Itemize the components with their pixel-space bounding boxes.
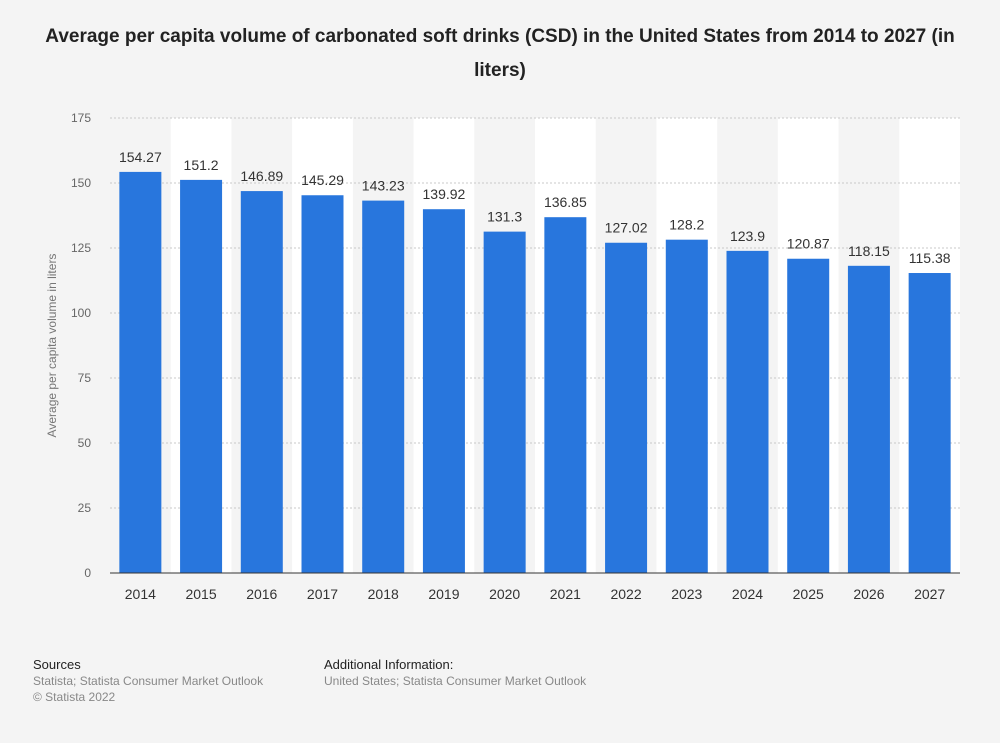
data-label-2014: 154.27 (119, 149, 162, 165)
copyright-line: © Statista 2022 (33, 690, 116, 704)
bar-2025[interactable] (787, 258, 830, 573)
bar-2014[interactable] (119, 171, 162, 573)
chart-title: Average per capita volume of carbonated … (45, 26, 955, 81)
sources-block: Sources Statista; Statista Consumer Mark… (33, 657, 263, 705)
y-tick-label: 175 (71, 111, 91, 125)
additional-info-block: Additional Information: United States; S… (324, 657, 586, 689)
bar-2024[interactable] (726, 250, 769, 574)
bar-chart: 154.27 151.2 146.89 145.29 143.23 139.92 131.3… (45, 111, 960, 602)
data-label-2025: 120.87 (787, 236, 830, 252)
data-label-2019: 139.92 (423, 186, 466, 202)
y-tick-label: 100 (71, 306, 91, 320)
y-tick-label: 150 (71, 176, 91, 190)
bar-2019[interactable] (422, 209, 465, 573)
y-tick-label: 25 (78, 501, 92, 515)
bars (119, 171, 951, 574)
data-label-2020: 131.3 (487, 209, 522, 225)
x-axis-ticks: 2014 2015 2016 2017 2018 2019 2020 2021 2022 2023… (125, 586, 946, 602)
y-axis-ticks: 0 25 50 75 100 125 150 175 (71, 111, 91, 580)
data-label-2024: 123.9 (730, 228, 765, 244)
bar-2015[interactable] (180, 179, 223, 573)
x-tick-label-2022: 2022 (610, 586, 641, 602)
x-tick-label-2020: 2020 (489, 586, 520, 602)
y-tick-label: 50 (78, 436, 92, 450)
bar-2018[interactable] (362, 200, 405, 574)
x-tick-label-2021: 2021 (550, 586, 581, 602)
bar-2021[interactable] (544, 217, 587, 573)
x-tick-label-2014: 2014 (125, 586, 156, 602)
bar-2020[interactable] (483, 231, 526, 573)
data-label-2026: 118.15 (848, 243, 890, 259)
bar-2026[interactable] (847, 265, 890, 573)
bar-2016[interactable] (240, 191, 283, 573)
bar-2017[interactable] (301, 195, 344, 573)
bar-2027[interactable] (908, 273, 951, 573)
sources-heading: Sources (33, 657, 81, 672)
x-tick-label-2017: 2017 (307, 586, 338, 602)
additional-info-line: United States; Statista Consumer Market … (324, 674, 587, 688)
data-label-2018: 143.23 (362, 178, 405, 194)
x-tick-label-2016: 2016 (246, 586, 277, 602)
bar-2022[interactable] (605, 242, 648, 574)
x-tick-label-2018: 2018 (368, 586, 399, 602)
x-tick-label-2026: 2026 (853, 586, 884, 602)
data-labels: 154.27 151.2 146.89 145.29 143.23 139.92 131.3… (119, 149, 951, 266)
data-label-2016: 146.89 (240, 168, 283, 184)
x-tick-label-2027: 2027 (914, 586, 945, 602)
x-tick-label-2025: 2025 (793, 586, 824, 602)
data-label-2023: 128.2 (669, 217, 704, 233)
bar-2023[interactable] (665, 239, 708, 573)
x-tick-label-2024: 2024 (732, 586, 763, 602)
y-tick-label: 0 (84, 566, 91, 580)
y-axis-title: Average per capita volume in liters (45, 254, 59, 438)
sources-line[interactable]: Statista; Statista Consumer Market Outlo… (33, 674, 264, 688)
x-tick-label-2023: 2023 (671, 586, 702, 602)
additional-info-heading: Additional Information: (324, 657, 454, 672)
y-tick-label: 75 (78, 371, 92, 385)
y-tick-label: 125 (71, 241, 91, 255)
data-label-2015: 151.2 (184, 157, 219, 173)
data-label-2017: 145.29 (301, 172, 344, 188)
data-label-2022: 127.02 (605, 220, 648, 236)
data-label-2027: 115.38 (909, 250, 951, 266)
x-tick-label-2015: 2015 (185, 586, 216, 602)
data-label-2021: 136.85 (544, 194, 587, 210)
x-tick-label-2019: 2019 (428, 586, 459, 602)
